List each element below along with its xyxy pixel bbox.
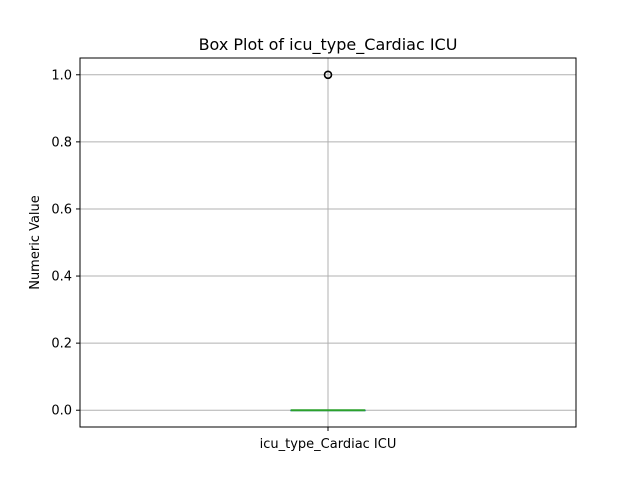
outlier-point xyxy=(323,70,333,80)
plot-layer xyxy=(290,70,366,412)
x-tick-label: icu_type_Cardiac ICU xyxy=(260,437,397,452)
y-tick-label: 1.0 xyxy=(51,68,72,83)
y-tick-label: 0.8 xyxy=(51,135,72,150)
y-tick-label: 0.6 xyxy=(51,202,72,217)
y-axis-ticks: 0.0 0.2 0.4 0.6 0.8 1.0 xyxy=(51,68,80,419)
x-axis-ticks: icu_type_Cardiac ICU xyxy=(260,427,397,452)
chart-title: Box Plot of icu_type_Cardiac ICU xyxy=(199,35,458,55)
y-axis-label: Numeric Value xyxy=(28,195,43,290)
grid-layer xyxy=(80,58,576,427)
y-tick-label: 0.2 xyxy=(51,337,72,352)
y-tick-label: 0.0 xyxy=(51,404,72,419)
y-tick-label: 0.4 xyxy=(51,270,72,285)
